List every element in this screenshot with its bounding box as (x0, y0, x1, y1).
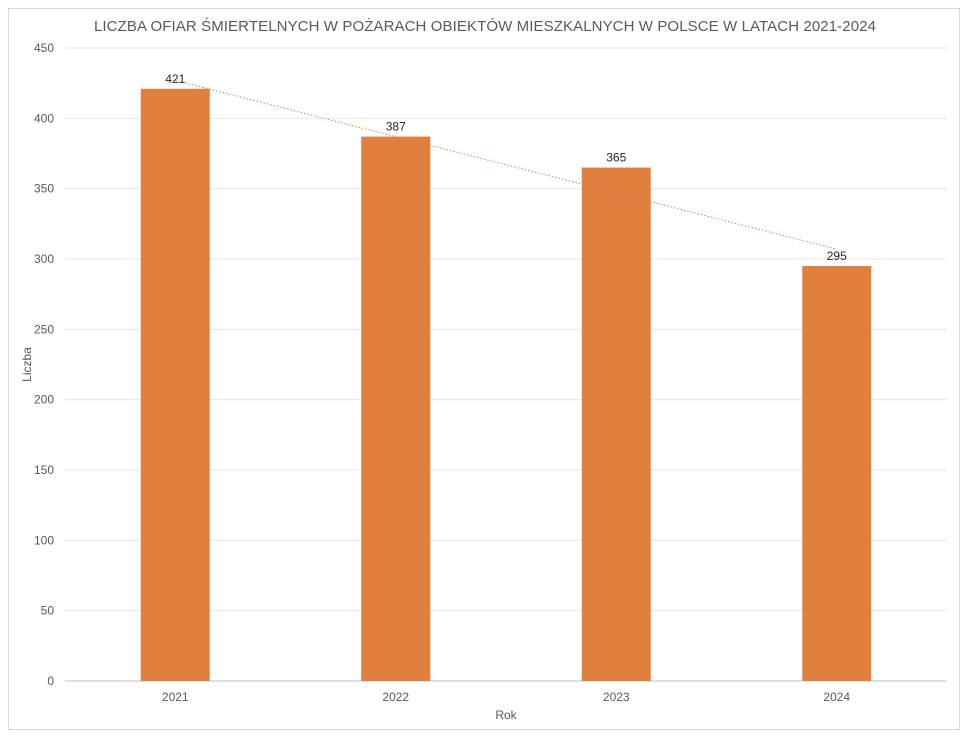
x-tick-label: 2021 (162, 690, 189, 704)
gridlines (65, 47, 947, 682)
x-tick-label: 2022 (382, 690, 409, 704)
y-tick-label: 350 (34, 182, 54, 196)
bars (140, 88, 872, 682)
bar (140, 88, 210, 681)
y-tick-label: 150 (34, 463, 54, 477)
y-tick-label: 400 (34, 111, 54, 125)
x-axis-ticks: 2021 2022 2023 2024 (162, 690, 851, 704)
y-axis-ticks: 0 50 100 150 200 250 300 350 400 450 (34, 41, 54, 688)
data-label: 387 (386, 120, 406, 134)
y-tick-label: 250 (34, 322, 54, 336)
data-label: 421 (165, 72, 185, 86)
y-axis-title: Liczba (20, 347, 34, 382)
bar (581, 167, 651, 682)
data-label: 365 (606, 151, 626, 165)
y-tick-label: 50 (41, 604, 55, 618)
y-tick-label: 100 (34, 533, 54, 547)
data-label: 295 (827, 249, 847, 263)
y-tick-label: 450 (34, 41, 54, 55)
data-labels: 421 387 365 295 (165, 72, 847, 263)
y-tick-label: 0 (47, 674, 54, 688)
trendline (175, 79, 837, 250)
x-tick-label: 2023 (603, 690, 630, 704)
y-tick-label: 300 (34, 252, 54, 266)
x-axis-title: Rok (495, 708, 517, 722)
chart-title: LICZBA OFIAR ŚMIERTELNYCH W POŻARACH OBI… (93, 18, 877, 35)
bar (802, 266, 872, 681)
x-tick-label: 2024 (823, 690, 850, 704)
bar (361, 136, 431, 681)
trendline-line (175, 79, 837, 250)
y-tick-label: 200 (34, 393, 54, 407)
